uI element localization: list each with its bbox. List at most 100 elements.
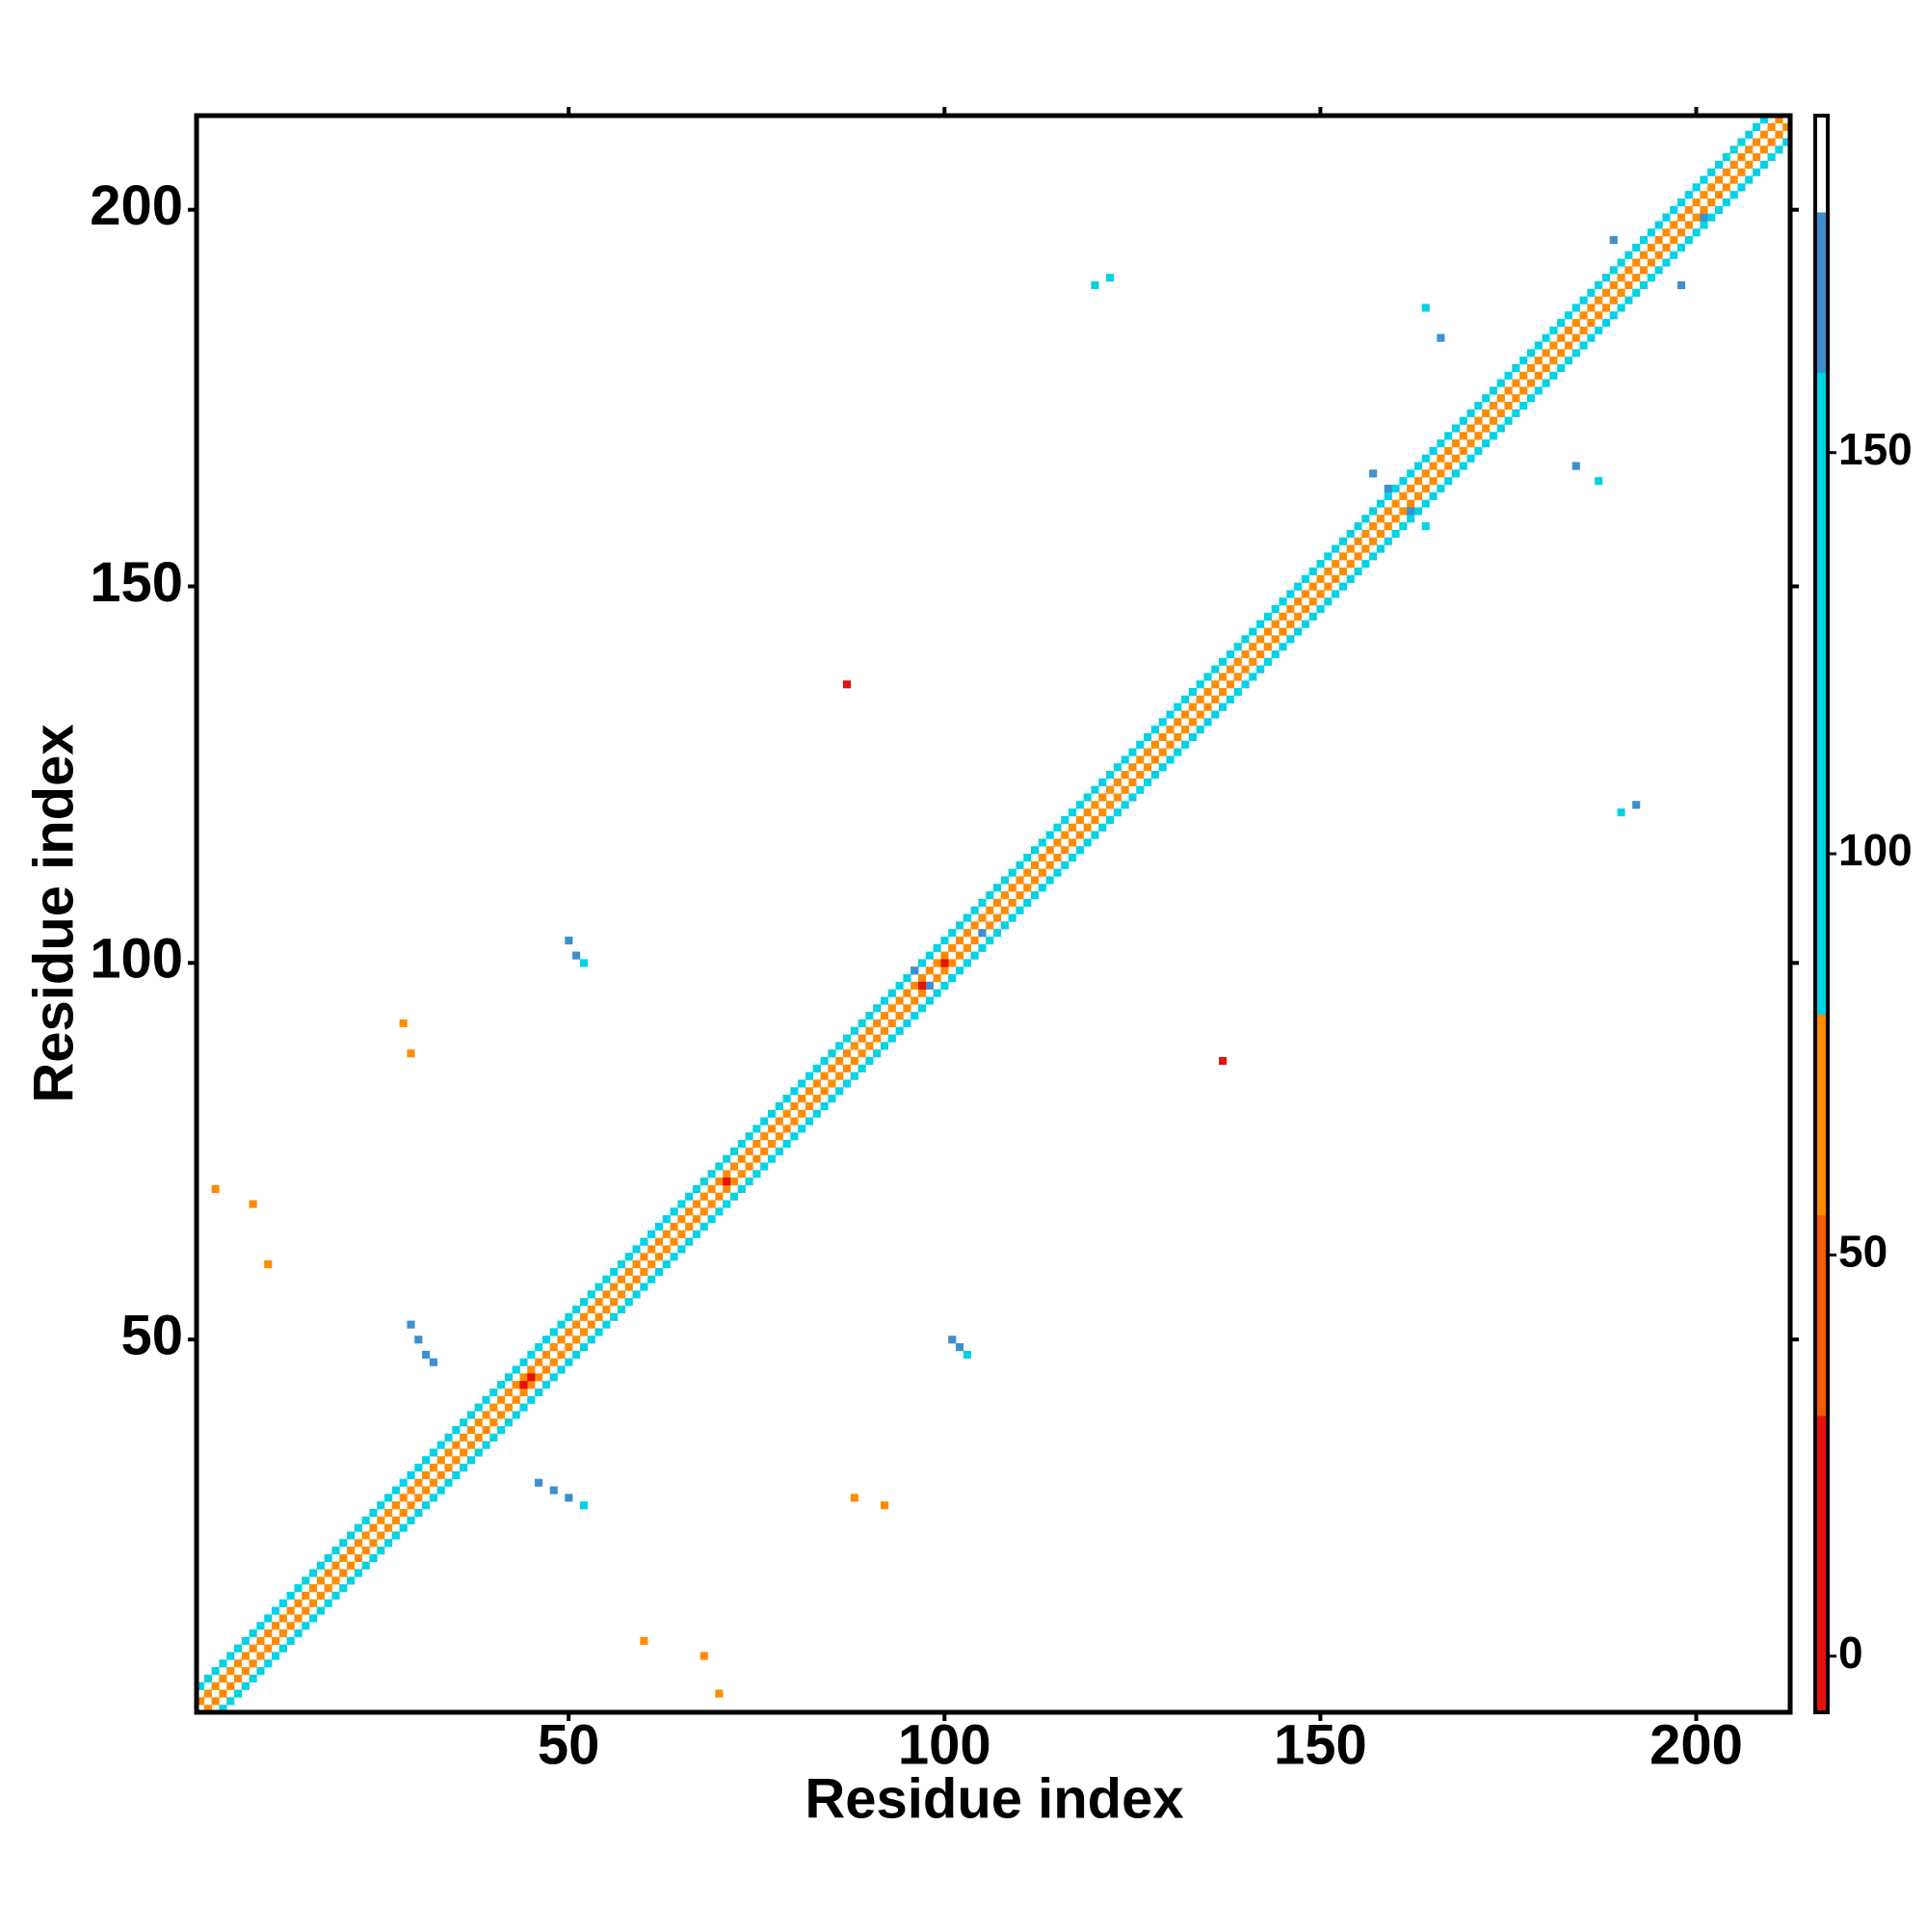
cell (309, 1599, 318, 1607)
cell (557, 1320, 566, 1329)
cell (707, 1215, 716, 1224)
cell (482, 1411, 490, 1419)
cell (369, 1523, 378, 1532)
cell (1279, 643, 1287, 651)
cell (963, 929, 971, 938)
cell (887, 1004, 896, 1013)
cell (1203, 702, 1212, 711)
cell (347, 1576, 356, 1585)
cell (436, 1441, 445, 1449)
cell (1016, 860, 1024, 869)
cell (1113, 808, 1122, 817)
cell (805, 1087, 814, 1096)
cell (700, 1178, 708, 1186)
cell (391, 1531, 400, 1540)
cell (324, 1599, 332, 1607)
cell (1128, 793, 1137, 802)
cell (1121, 770, 1129, 780)
cell (316, 1576, 325, 1585)
cell (955, 936, 964, 945)
cell (1294, 612, 1303, 621)
cell (1676, 228, 1686, 237)
cell (677, 1200, 686, 1208)
cell (226, 1681, 235, 1690)
cell (422, 1456, 431, 1465)
cell (541, 1381, 550, 1389)
cell (692, 1230, 701, 1238)
cell (557, 1350, 566, 1359)
cell (384, 1494, 393, 1502)
cell (1174, 732, 1182, 742)
cell (1504, 386, 1513, 395)
cell (685, 1192, 694, 1201)
cell (610, 1312, 619, 1321)
cell (970, 921, 979, 930)
cell (1444, 432, 1453, 440)
cell (662, 1215, 671, 1224)
cell (1504, 402, 1513, 410)
cell (895, 1012, 904, 1020)
cell (993, 929, 1002, 938)
cell (1707, 183, 1716, 192)
cell (1564, 341, 1573, 350)
cell (527, 1381, 536, 1389)
cell (1670, 205, 1678, 214)
cell (1166, 740, 1175, 749)
cell (775, 1117, 783, 1125)
cell (286, 1622, 295, 1630)
cell (692, 1184, 701, 1193)
cell (970, 906, 979, 914)
cell (670, 1222, 678, 1231)
cell (1587, 319, 1596, 328)
cell (835, 1057, 844, 1066)
cell (1707, 213, 1716, 222)
cell (978, 943, 987, 952)
cell (1639, 266, 1649, 275)
cell (527, 1395, 536, 1404)
cell (1203, 688, 1212, 697)
cell (1219, 688, 1227, 697)
cell (331, 1547, 340, 1555)
cell (955, 966, 964, 975)
cell (1098, 808, 1107, 817)
cell (347, 1561, 356, 1570)
cell (1775, 116, 1783, 124)
cell (700, 1192, 708, 1201)
cell (1271, 635, 1280, 644)
cell (1482, 409, 1491, 417)
cell (234, 1659, 243, 1668)
cell (790, 1087, 799, 1096)
cell (512, 1381, 520, 1389)
cell (1437, 469, 1445, 478)
cell (1384, 491, 1392, 500)
cell (452, 1425, 461, 1435)
cell (1301, 590, 1309, 598)
cell (1181, 710, 1190, 719)
cell (399, 1523, 408, 1532)
cell (1031, 846, 1040, 855)
cell (873, 1019, 882, 1028)
cell (1782, 122, 1791, 131)
cell (1121, 785, 1129, 794)
cell (911, 966, 919, 975)
cell (692, 1215, 701, 1224)
cell (1700, 205, 1708, 214)
cell (1038, 838, 1046, 847)
cell (602, 1305, 611, 1314)
cell (399, 1478, 408, 1487)
cell (549, 1358, 558, 1366)
cell (1316, 605, 1325, 614)
cell (723, 1178, 731, 1186)
cell (1346, 544, 1355, 553)
cell (1451, 469, 1461, 478)
cell (1256, 635, 1265, 644)
cell (887, 989, 896, 997)
cell (414, 1464, 423, 1472)
cell (466, 1441, 475, 1449)
cell (1595, 296, 1603, 304)
cell (835, 1072, 844, 1080)
cell (970, 951, 979, 960)
cell (572, 1320, 581, 1329)
cell (1451, 454, 1461, 463)
cell (670, 1237, 678, 1246)
